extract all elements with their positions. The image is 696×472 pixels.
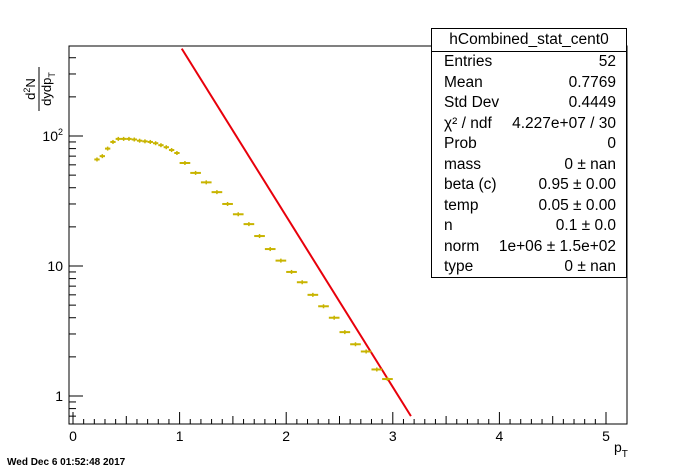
stats-value: 0 xyxy=(607,135,616,152)
stats-row: beta (c) 0.95 ± 0.00 xyxy=(432,175,626,196)
stats-key: n xyxy=(444,217,453,234)
data-point xyxy=(110,139,116,144)
stats-value: 0.4449 xyxy=(568,94,616,111)
stats-value: 0 ± nan xyxy=(564,258,616,275)
stats-value: 0.05 ± 0.00 xyxy=(538,196,616,214)
stats-title: hCombined_stat_cent0 xyxy=(432,29,626,52)
stats-key: norm xyxy=(444,237,480,255)
data-points xyxy=(94,136,393,382)
x-axis-label: pT xyxy=(614,439,628,460)
data-point xyxy=(339,330,351,335)
data-point xyxy=(179,160,191,165)
data-point xyxy=(222,201,233,206)
data-point xyxy=(131,137,137,142)
stats-key: Mean xyxy=(444,73,483,91)
x-tick-label: 2 xyxy=(282,428,290,444)
y-tick-label: 102 xyxy=(42,127,63,144)
data-point xyxy=(136,138,143,143)
data-point xyxy=(243,222,255,227)
data-point xyxy=(94,157,100,162)
stats-key: Entries xyxy=(444,53,493,70)
stats-row: Mean 0.7769 xyxy=(432,73,626,94)
stats-value: 0.1 ± 0.0 xyxy=(555,217,616,234)
data-point xyxy=(275,258,287,263)
data-point xyxy=(254,234,265,239)
y-tick-label: 10 xyxy=(47,258,63,274)
data-point xyxy=(152,141,159,146)
stats-key: type xyxy=(444,258,474,275)
stats-value: 0.95 ± 0.00 xyxy=(538,176,616,193)
data-point xyxy=(163,145,169,150)
stats-row: Std Dev 0.4449 xyxy=(432,93,626,114)
stats-row: χ² / ndf 4.227e+07 / 30 xyxy=(432,114,626,135)
x-tick-label: 0 xyxy=(69,428,77,444)
stats-value: 0 ± nan xyxy=(564,155,616,173)
data-point xyxy=(168,148,175,153)
axes: 0 1 2 3 4 5 1 10 102 xyxy=(42,57,610,444)
data-point xyxy=(328,315,340,320)
data-point xyxy=(120,136,127,141)
stats-row: Entries 52 xyxy=(432,52,626,73)
data-point xyxy=(264,247,276,252)
data-point xyxy=(99,154,105,159)
stats-value: 1e+06 ± 1.5e+02 xyxy=(498,237,616,255)
x-tick-label: 4 xyxy=(496,428,504,444)
data-point xyxy=(307,292,319,297)
frame xyxy=(68,45,628,425)
data-point xyxy=(318,304,329,309)
data-point xyxy=(174,150,180,155)
y-axis-label: d2N dydpT xyxy=(22,67,57,111)
stats-value: 4.227e+07 / 30 xyxy=(512,114,616,132)
data-point xyxy=(350,342,361,347)
data-point xyxy=(142,139,148,144)
data-point xyxy=(371,367,383,372)
data-point xyxy=(147,139,153,144)
stats-row: temp 0.05 ± 0.00 xyxy=(432,196,626,217)
stats-row: type 0 ± nan xyxy=(432,257,626,278)
stats-key: mass xyxy=(444,155,482,173)
x-tick-label: 3 xyxy=(389,428,397,444)
stats-value: 52 xyxy=(598,53,616,70)
stats-value: 0.7769 xyxy=(568,73,616,91)
stats-rows: Entries 52 Mean 0.7769 Std Dev 0.4449 χ² / ndf… xyxy=(432,52,626,278)
stats-box: hCombined_stat_cent0 Entries 52 Mean 0.7769… xyxy=(431,28,627,278)
stats-row: Prob 0 xyxy=(432,134,626,155)
y-axis-label-numerator: d2N xyxy=(22,78,38,100)
stats-row: mass 0 ± nan xyxy=(432,155,626,176)
data-point xyxy=(158,143,164,148)
timestamp: Wed Dec 6 01:52:48 2017 xyxy=(7,457,126,468)
data-point xyxy=(104,146,111,151)
data-point xyxy=(360,349,372,354)
stats-key: χ² / ndf xyxy=(444,114,492,132)
y-tick-label: 1 xyxy=(55,388,63,404)
stats-row: n 0.1 ± 0.0 xyxy=(432,216,626,237)
data-point xyxy=(286,269,297,274)
data-point xyxy=(115,136,121,141)
stats-row: norm 1e+06 ± 1.5e+02 xyxy=(432,237,626,258)
stats-key: Prob xyxy=(444,135,477,152)
stats-key: temp xyxy=(444,196,479,214)
x-tick-label: 1 xyxy=(176,428,184,444)
data-point xyxy=(126,136,132,141)
fit-curve xyxy=(180,48,412,417)
stats-key: Std Dev xyxy=(444,94,500,111)
x-tick-label: 5 xyxy=(602,428,610,444)
data-point xyxy=(190,170,201,175)
y-axis-label-denominator: dydpT xyxy=(39,72,57,106)
data-point xyxy=(296,280,308,285)
data-point xyxy=(232,212,244,217)
stats-key: beta (c) xyxy=(444,176,497,193)
fit-line xyxy=(180,48,412,417)
data-point xyxy=(382,377,393,382)
data-point xyxy=(211,190,223,195)
data-point xyxy=(200,180,212,185)
